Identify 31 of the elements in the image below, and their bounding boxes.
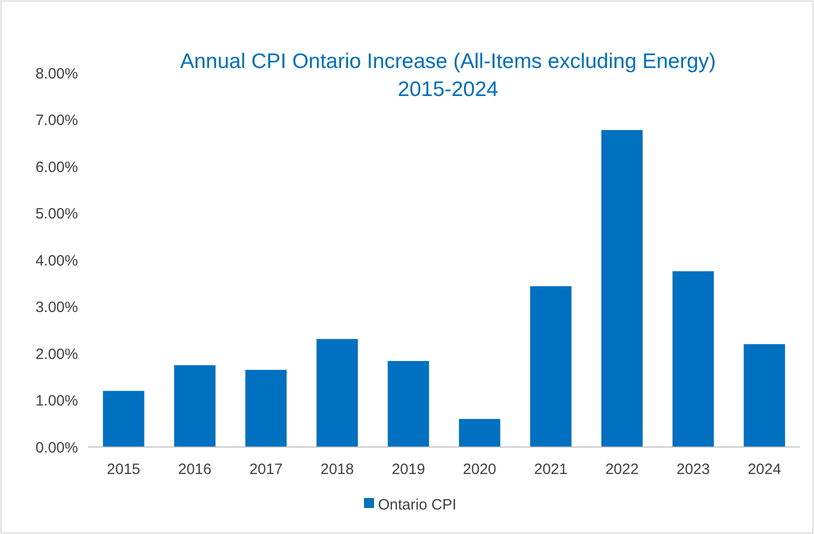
bar <box>672 271 714 447</box>
chart-title: Annual CPI Ontario Increase (All-Items excluding Energy) 2015-2024 <box>180 50 716 101</box>
x-tick-label: 2022 <box>605 461 639 478</box>
bar <box>174 365 216 447</box>
bar <box>245 370 287 447</box>
x-tick-label: 2017 <box>249 461 283 478</box>
y-tick-label: 5.00% <box>35 206 78 222</box>
y-tick-label: 1.00% <box>35 392 78 410</box>
legend-label: Ontario CPI <box>378 496 456 514</box>
y-tick-label: 8.00% <box>35 65 78 82</box>
x-tick-label: 2019 <box>392 461 426 478</box>
bar <box>601 130 643 447</box>
bar <box>102 390 144 447</box>
x-tick-label: 2018 <box>320 461 354 478</box>
y-tick-label: 6.00% <box>35 158 78 176</box>
y-tick-label: 0.00% <box>35 439 78 456</box>
y-tick-label: 4.00% <box>35 252 78 270</box>
bar <box>530 286 572 447</box>
x-tick-label: 2016 <box>178 461 212 478</box>
x-tick-label: 2020 <box>462 461 496 478</box>
bar <box>744 344 786 447</box>
x-tick-label: 2023 <box>676 461 710 478</box>
bar <box>388 360 430 447</box>
y-tick-label: 7.00% <box>35 112 78 129</box>
y-tick-label: 3.00% <box>35 299 78 316</box>
x-tick-label: 2024 <box>748 461 782 478</box>
bar <box>458 418 500 447</box>
y-tick-label: 2.00% <box>35 346 78 363</box>
x-tick-label: 2021 <box>534 461 568 478</box>
x-tick-label: 2015 <box>106 461 140 478</box>
bar <box>316 339 358 447</box>
